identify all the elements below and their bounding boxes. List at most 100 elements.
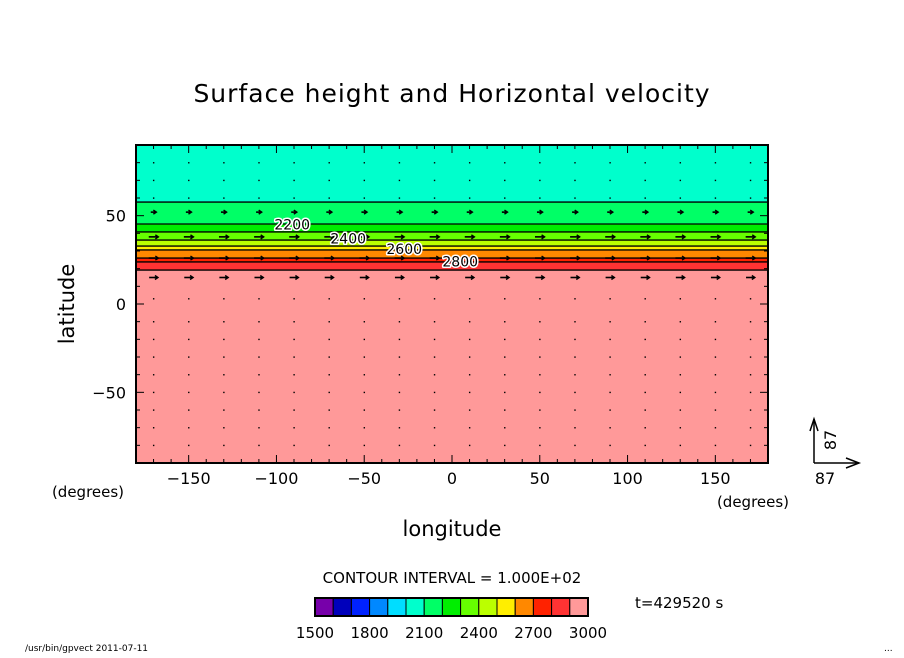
ref-vector-horizontal-head	[845, 457, 862, 469]
vector-point	[679, 427, 682, 429]
y-tick-label: 50	[106, 207, 126, 226]
time-label: t=429520 s	[635, 594, 723, 612]
vector-point	[398, 409, 401, 411]
colorbar-tick-label: 1500	[296, 624, 334, 642]
vector-point	[258, 427, 260, 429]
vector-point	[433, 444, 436, 447]
vector-point	[679, 338, 682, 341]
vector-point	[609, 444, 611, 447]
vector-point	[398, 374, 401, 376]
vector-point	[293, 338, 295, 341]
vector-point	[258, 298, 260, 300]
vector-arrow-head	[363, 209, 369, 215]
vector-arrow-head	[506, 234, 511, 240]
ref-vector-vertical-head	[809, 416, 819, 432]
x-tick-label: 50	[530, 469, 550, 488]
vector-arrow-head	[681, 274, 686, 281]
vector-point	[749, 427, 752, 429]
vector-point	[749, 444, 752, 447]
vector-arrow-head	[575, 274, 581, 281]
vector-point	[609, 197, 611, 199]
vector-point	[679, 409, 682, 411]
vector-point	[679, 298, 682, 300]
vector-arrow-head	[576, 234, 581, 240]
vector-point	[152, 374, 155, 376]
vector-point	[223, 338, 225, 341]
x-tick-label: −50	[347, 469, 381, 488]
contour-band	[136, 145, 768, 203]
vector-arrow-head	[539, 209, 544, 215]
vector-point	[293, 427, 295, 429]
vector-point	[468, 179, 471, 182]
vector-point	[258, 391, 260, 394]
vector-point	[679, 162, 682, 164]
vector-point	[152, 197, 155, 199]
vector-arrow-head	[398, 209, 404, 215]
reference-vector: 87 87	[809, 416, 862, 488]
vector-point	[398, 356, 401, 358]
vector-point	[223, 197, 225, 199]
vector-point	[433, 338, 436, 341]
vector-point	[223, 298, 225, 300]
vector-point	[363, 197, 366, 199]
chart-title: Surface height and Horizontal velocity	[193, 79, 710, 108]
colorbar-box	[350, 597, 371, 617]
vector-arrow-head	[365, 234, 371, 240]
vector-point	[363, 409, 366, 411]
vector-arrow-head	[646, 255, 652, 261]
vector-point	[328, 427, 330, 429]
vector-point	[609, 338, 611, 341]
vector-arrow-head	[223, 209, 228, 215]
vector-point	[574, 409, 576, 411]
vector-point	[574, 338, 576, 341]
colorbar-box	[314, 597, 334, 617]
vector-arrow-head	[330, 255, 336, 261]
x-tick-labels: −150 −100 −50 0 50 100 150	[167, 469, 731, 488]
contour-band	[136, 258, 768, 262]
vector-point	[679, 356, 682, 358]
y-axis-label: latitude	[55, 264, 79, 345]
vector-arrow-head	[400, 234, 406, 240]
vector-point	[398, 338, 401, 341]
vector-arrow-head	[365, 255, 371, 261]
contour-band	[136, 261, 768, 271]
vector-point	[609, 321, 611, 323]
vector-point	[574, 444, 576, 447]
vector-point	[504, 356, 506, 358]
vector-point	[258, 321, 260, 323]
vector-point	[433, 374, 436, 376]
vector-arrow-head	[328, 209, 334, 215]
vector-point	[188, 162, 190, 164]
vector-point	[398, 444, 401, 447]
vector-point	[539, 338, 541, 341]
colorbar-tick-label: 2700	[514, 624, 552, 642]
vector-point	[609, 391, 611, 394]
vector-arrow-head	[611, 274, 616, 281]
vector-arrow-head	[400, 255, 406, 261]
vector-point	[188, 391, 190, 394]
footer-ellipsis: ...	[884, 644, 893, 654]
vector-point	[468, 427, 471, 429]
vector-arrow-head	[188, 209, 193, 215]
colorbar-box	[332, 597, 352, 617]
vector-point	[714, 338, 717, 341]
vector-point	[293, 409, 295, 411]
vector-arrow-head	[154, 274, 160, 281]
vector-arrow-head	[751, 234, 757, 240]
vector-arrow-head	[258, 209, 263, 215]
vector-point	[468, 444, 471, 447]
vector-point	[749, 179, 752, 182]
vector-point	[223, 409, 225, 411]
vector-arrow-head	[470, 255, 476, 261]
colorbar-tick-label: 3000	[569, 624, 607, 642]
vector-arrow-head	[295, 234, 301, 240]
vector-point	[258, 444, 260, 447]
vector-point	[644, 374, 646, 376]
vector-point	[433, 197, 436, 199]
vector-point	[363, 374, 366, 376]
vector-arrow-head	[435, 255, 441, 261]
contour-label: 2800	[442, 255, 478, 271]
vector-point	[188, 374, 190, 376]
x-units-label: (degrees)	[717, 493, 789, 511]
vector-point	[363, 338, 366, 341]
